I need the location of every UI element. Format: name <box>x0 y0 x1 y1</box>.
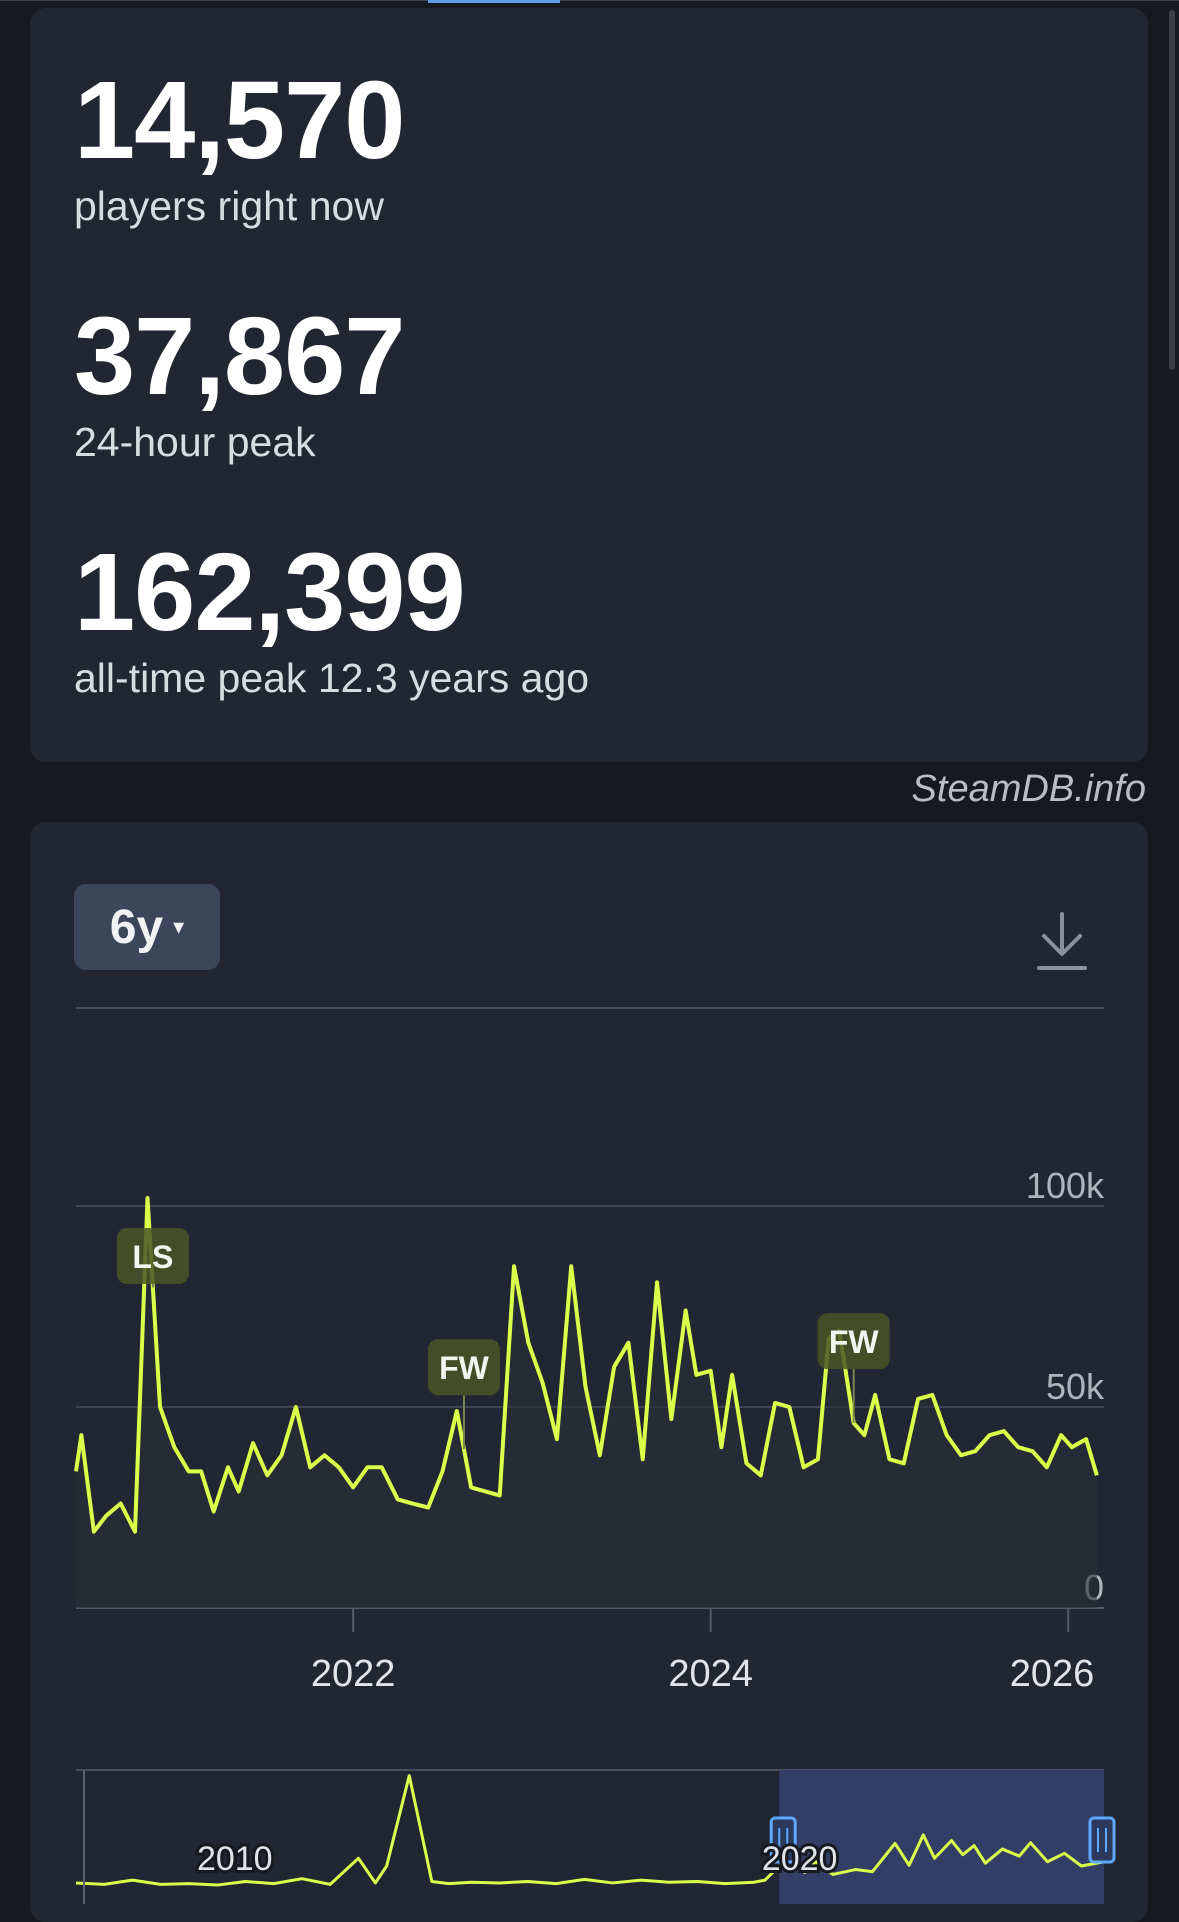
x-tick-label: 2026 <box>1010 1653 1095 1695</box>
series-area <box>76 1197 1097 1608</box>
navigator-series-line <box>75 1774 1105 1887</box>
download-icon[interactable] <box>1036 910 1088 972</box>
navigator-selection[interactable] <box>779 1770 1104 1904</box>
peak-24h-label: 24-hour peak <box>74 419 316 465</box>
current-players-stat: 14,570 players right now <box>74 59 405 229</box>
y-tick-label: 50k <box>1046 1366 1105 1407</box>
peak-24h-value: 37,867 <box>74 295 405 418</box>
all-time-peak-value: 162,399 <box>74 531 466 654</box>
caret-down-icon: ▾ <box>173 914 185 939</box>
event-annotation[interactable]: LS <box>116 1228 189 1288</box>
series-line[interactable] <box>74 1195 1099 1534</box>
time-range-label: 6y <box>109 900 164 954</box>
navigator-handle[interactable] <box>769 1816 797 1864</box>
time-range-dropdown[interactable]: 6y ▾ <box>74 884 220 970</box>
navigator-handle[interactable] <box>1088 1816 1116 1864</box>
page-scrollbar[interactable] <box>1169 10 1175 370</box>
annotation-label: LS <box>132 1239 173 1275</box>
y-tick-label: 100k <box>1026 1165 1105 1206</box>
navigator-handle-box <box>769 1816 797 1864</box>
x-tick-label: 2024 <box>668 1653 753 1695</box>
x-tick-label: 2022 <box>311 1653 396 1695</box>
annotation-tag <box>427 1339 500 1396</box>
navigator-tick-label: 2010 <box>197 1840 273 1878</box>
navigator-handle-box <box>1088 1816 1116 1864</box>
player-stats-card: 14,570 players right now 37,867 24-hour … <box>30 8 1148 762</box>
peak-24h-stat: 37,867 24-hour peak <box>74 295 405 465</box>
event-annotation[interactable]: FW <box>817 1313 890 1424</box>
current-players-label: players right now <box>74 183 384 229</box>
annotation-label: FW <box>439 1350 490 1386</box>
top-border-line <box>0 0 1179 1</box>
event-annotation[interactable]: FW <box>427 1339 500 1450</box>
navigator-tick-label: 2020 <box>762 1840 838 1878</box>
player-chart-card: 6y ▾ <box>30 822 1148 1922</box>
all-time-peak-stat: 162,399 all-time peak 12.3 years ago <box>74 538 589 699</box>
current-players-value: 14,570 <box>74 59 405 182</box>
all-time-peak-label: all-time peak 12.3 years ago <box>74 655 590 701</box>
active-tab-indicator <box>428 0 560 3</box>
steamdb-credit-link[interactable]: SteamDB.info <box>911 768 1146 810</box>
annotation-tag <box>817 1313 890 1370</box>
annotation-label: FW <box>829 1324 880 1360</box>
annotation-tag <box>116 1228 189 1284</box>
